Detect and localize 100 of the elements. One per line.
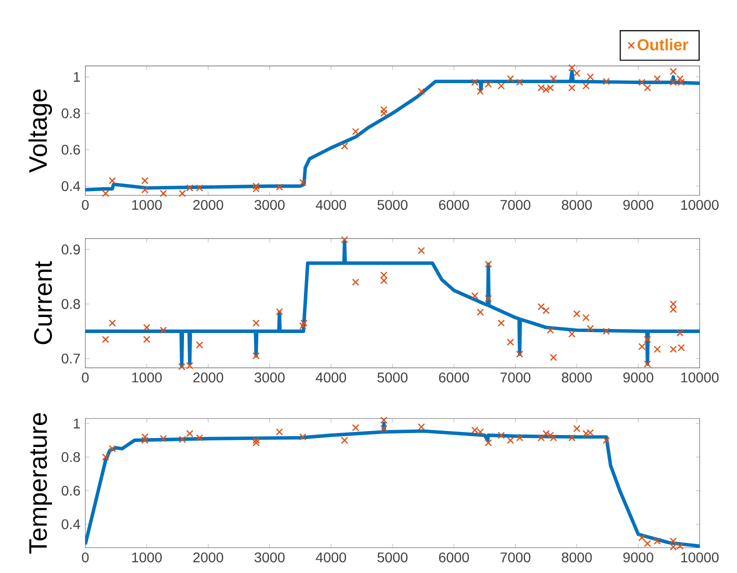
y-tick-label: 0.6 xyxy=(62,144,80,155)
point xyxy=(380,106,388,114)
x-tick-label: 2000 xyxy=(193,372,224,382)
point xyxy=(654,346,661,353)
point xyxy=(196,341,204,348)
point xyxy=(476,88,484,96)
point xyxy=(670,68,677,75)
point xyxy=(506,75,514,82)
point xyxy=(141,186,149,194)
x-tick-label: 0 xyxy=(82,200,89,210)
point xyxy=(418,246,425,254)
point xyxy=(108,177,116,184)
point xyxy=(252,182,260,190)
x-tick-label: 7000 xyxy=(500,372,530,382)
point xyxy=(186,184,194,192)
x-tick-label: 0 xyxy=(82,552,89,562)
y-tick-label: 0.7 xyxy=(62,354,80,364)
point xyxy=(471,292,478,300)
point xyxy=(102,453,110,461)
point xyxy=(498,319,505,327)
point xyxy=(160,326,167,334)
x-tick-label: 9000 xyxy=(623,552,654,562)
point xyxy=(276,183,284,191)
point xyxy=(252,185,260,192)
y-tick-label: 0.8 xyxy=(62,108,80,118)
point xyxy=(484,80,492,88)
point xyxy=(141,177,149,184)
line-series xyxy=(85,240,700,368)
point xyxy=(252,439,260,446)
x-tick-label: 9000 xyxy=(623,372,654,382)
point xyxy=(644,84,652,92)
x-tick-label: 3000 xyxy=(254,552,285,562)
point xyxy=(186,430,194,438)
x-tick-label: 4000 xyxy=(316,200,346,210)
x-tick-label: 2000 xyxy=(193,552,224,562)
point xyxy=(602,436,610,444)
point xyxy=(141,433,149,441)
point xyxy=(573,310,580,318)
point xyxy=(484,260,492,268)
point xyxy=(141,436,149,444)
x-tick-label: 5000 xyxy=(377,372,408,382)
point xyxy=(586,324,594,332)
x-tick-label: 0 xyxy=(82,372,89,382)
x-tick-label: 3000 xyxy=(254,200,285,210)
point xyxy=(299,433,306,441)
x-tick-label: 8000 xyxy=(562,552,592,562)
y-tick-label: 0.9 xyxy=(62,244,80,254)
point xyxy=(102,336,110,344)
point xyxy=(252,352,260,360)
x-tick-label: 10000 xyxy=(681,552,719,562)
point xyxy=(300,319,308,327)
point xyxy=(582,430,590,438)
legend-label: Outlier xyxy=(638,38,688,50)
y-tick-label: 0.6 xyxy=(62,486,80,496)
point xyxy=(506,338,514,346)
point xyxy=(178,436,186,444)
point xyxy=(638,534,646,542)
point xyxy=(638,78,646,86)
point xyxy=(676,329,684,336)
point xyxy=(299,322,306,330)
point xyxy=(654,537,661,545)
x-tick-label: 5000 xyxy=(377,552,408,562)
x-tick-label: 4000 xyxy=(316,372,346,382)
point xyxy=(352,278,360,286)
point xyxy=(252,436,260,444)
point xyxy=(498,82,505,90)
point xyxy=(670,306,677,314)
point xyxy=(538,434,545,442)
point xyxy=(484,294,492,302)
point xyxy=(276,308,284,316)
point xyxy=(418,423,425,430)
y-tick-label: 0.4 xyxy=(62,519,80,530)
point xyxy=(582,82,590,90)
point xyxy=(573,70,580,77)
point xyxy=(542,430,550,438)
point xyxy=(108,319,116,327)
y-tick-label: 0.8 xyxy=(62,299,80,309)
x-tick-label: 1000 xyxy=(132,552,162,562)
point xyxy=(582,314,590,322)
point xyxy=(252,319,260,327)
point xyxy=(178,190,186,197)
point xyxy=(602,78,610,86)
x-tick-label: 10000 xyxy=(681,372,719,382)
line-series xyxy=(85,422,700,548)
x-tick-label: 5000 xyxy=(377,200,408,210)
point xyxy=(516,434,524,442)
x-tick-label: 9000 xyxy=(623,200,654,210)
point xyxy=(542,306,550,314)
x-tick-label: 6000 xyxy=(439,552,469,562)
point xyxy=(568,64,576,72)
x-tick-label: 7000 xyxy=(500,200,530,210)
point xyxy=(654,75,661,82)
x-tick-label: 6000 xyxy=(439,200,469,210)
point xyxy=(352,424,360,432)
point xyxy=(380,271,388,279)
x-tick-label: 10000 xyxy=(681,200,719,210)
point xyxy=(108,445,116,452)
x-tick-label: 8000 xyxy=(562,372,592,382)
point xyxy=(670,300,677,308)
x-tick-label: 3000 xyxy=(254,372,285,382)
